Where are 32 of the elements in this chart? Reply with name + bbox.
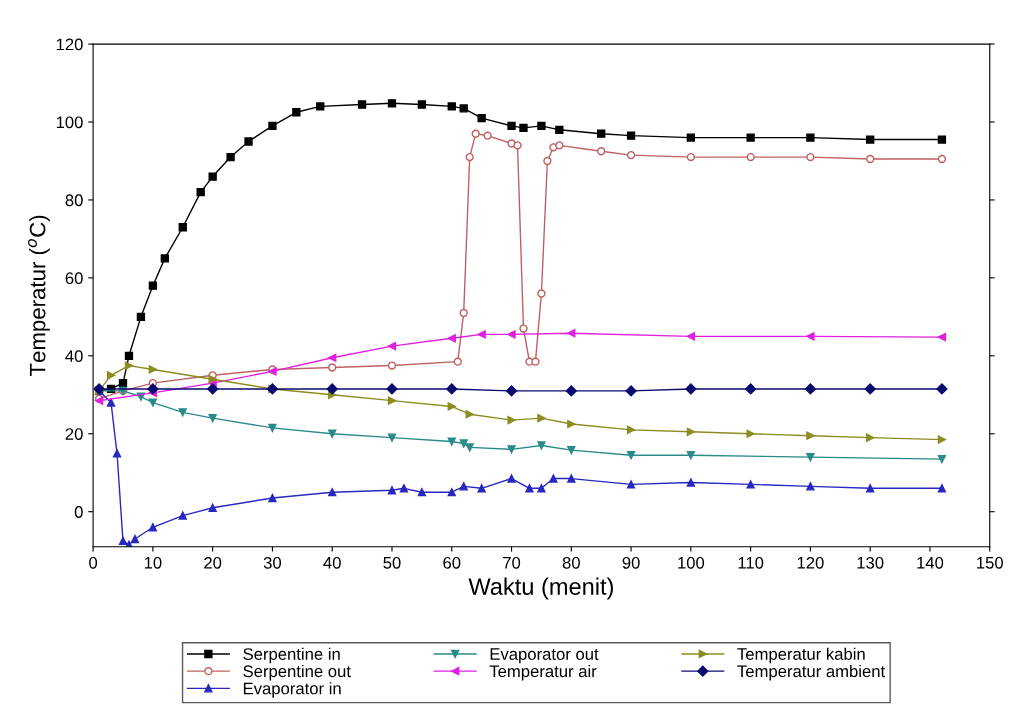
y-tick-label: 40 [65,350,83,363]
x-tick-label: 150 [977,556,1003,569]
legend-label: Serpentine out [243,664,351,681]
legend-label: Temperatur ambient [737,664,886,681]
x-tick-label: 20 [204,556,222,569]
x-tick-label: 50 [383,556,401,569]
x-axis-title: Waktu (menit) [468,577,613,600]
x-tick-label: 120 [797,556,824,569]
y-tick-label: 80 [65,194,83,207]
x-tick-label: 100 [678,556,705,569]
x-tick-label: 140 [917,556,944,569]
legend-label: Evaporator out [490,648,599,664]
x-tick-label: 130 [857,556,884,569]
x-tick-label: 80 [562,556,580,569]
x-tick-label: 10 [144,556,162,569]
x-tick-label: 110 [738,556,764,569]
legend-label: Temperatur air [489,664,597,681]
y-tick-label: 100 [56,116,83,129]
legend-label: Evaporator in [243,682,341,698]
x-tick-label: 70 [503,556,521,569]
x-tick-label: 40 [323,556,341,569]
y-tick-label: 20 [65,428,83,440]
y-axis-title: Temperatur ($^{o}$C) [28,215,50,377]
x-tick-label: 90 [622,556,640,569]
legend-label: Temperatur kabin [737,647,865,664]
y-tick-label: 60 [65,272,83,285]
x-tick-label: 60 [443,556,461,569]
legend-label: Serpentine in [243,647,340,664]
x-tick-label: 0 [89,556,98,569]
y-tick-label: 0 [74,506,83,518]
x-tick-label: 30 [263,556,282,569]
y-tick-label: 120 [56,38,83,51]
